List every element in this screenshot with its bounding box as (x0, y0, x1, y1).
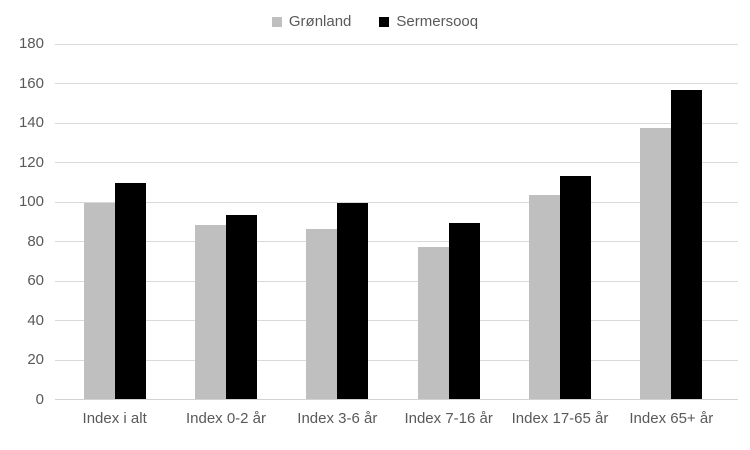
plot-area: 0 20 40 60 80 100 120 140 160 180 (19, 35, 738, 408)
y-tick-label: 160 (18, 74, 44, 92)
bar-sermersooq (448, 222, 480, 399)
legend: Grønland Sermersooq (0, 13, 750, 30)
y-tick-label: 120 (18, 153, 44, 171)
gridline (55, 241, 738, 243)
bar-group (170, 43, 281, 399)
gridline (55, 83, 738, 85)
legend-item-gronland: Grønland (271, 13, 352, 30)
sermersooq-legend-label: Sermersooq (396, 13, 479, 30)
gridline (55, 201, 738, 203)
x-axis-label: Index 17-65 år (511, 410, 609, 427)
bar-sermersooq (671, 90, 703, 399)
bar-sermersooq (225, 215, 257, 399)
bar-gr-nland (306, 228, 338, 399)
bar-group (504, 43, 615, 399)
gridline (55, 162, 738, 164)
x-axis-labels: Index i alt Index 0-2 år Index 3-6 år Index… (59, 410, 727, 427)
bar-sermersooq (337, 203, 369, 399)
sermersooq-legend-marker-icon (379, 16, 390, 27)
y-tick-label: 60 (27, 272, 44, 290)
y-tick-label: 180 (18, 35, 44, 52)
bar-gr-nland (528, 195, 560, 399)
bar-group (616, 43, 727, 399)
gridline (55, 122, 738, 124)
gridline (55, 280, 738, 282)
bar-group (393, 43, 504, 399)
y-tick-label: 100 (18, 193, 44, 211)
gridline (55, 359, 738, 361)
bar-gr-nland (640, 128, 672, 399)
y-tick-label: 20 (27, 351, 44, 369)
y-tick-label: 40 (27, 311, 44, 329)
y-tick-label: 0 (35, 391, 44, 408)
x-axis-label: Index 3-6 år (297, 410, 378, 427)
gridline (55, 320, 738, 322)
gronland-legend-label: Grønland (288, 13, 352, 30)
y-tick-label: 80 (27, 232, 44, 250)
bar-sermersooq (114, 183, 146, 399)
x-axis-label: Index 65+ år (629, 410, 714, 427)
bar-sermersooq (559, 175, 591, 399)
y-tick-label: 140 (18, 114, 44, 132)
bar-groups (59, 43, 727, 399)
bar-gr-nland (417, 246, 449, 399)
bar-gr-nland (194, 224, 226, 399)
x-axis-label: Index 0-2 år (185, 410, 267, 427)
gronland-legend-marker-icon (271, 16, 282, 27)
bar-group (282, 43, 393, 399)
legend-item-sermersooq: Sermersooq (379, 13, 478, 30)
x-axis-label: Index 7-16 år (404, 410, 493, 427)
x-axis-label: Index i alt (82, 410, 147, 427)
gridline (55, 43, 738, 45)
bar-gr-nland (83, 203, 115, 399)
bar-group (59, 43, 170, 399)
